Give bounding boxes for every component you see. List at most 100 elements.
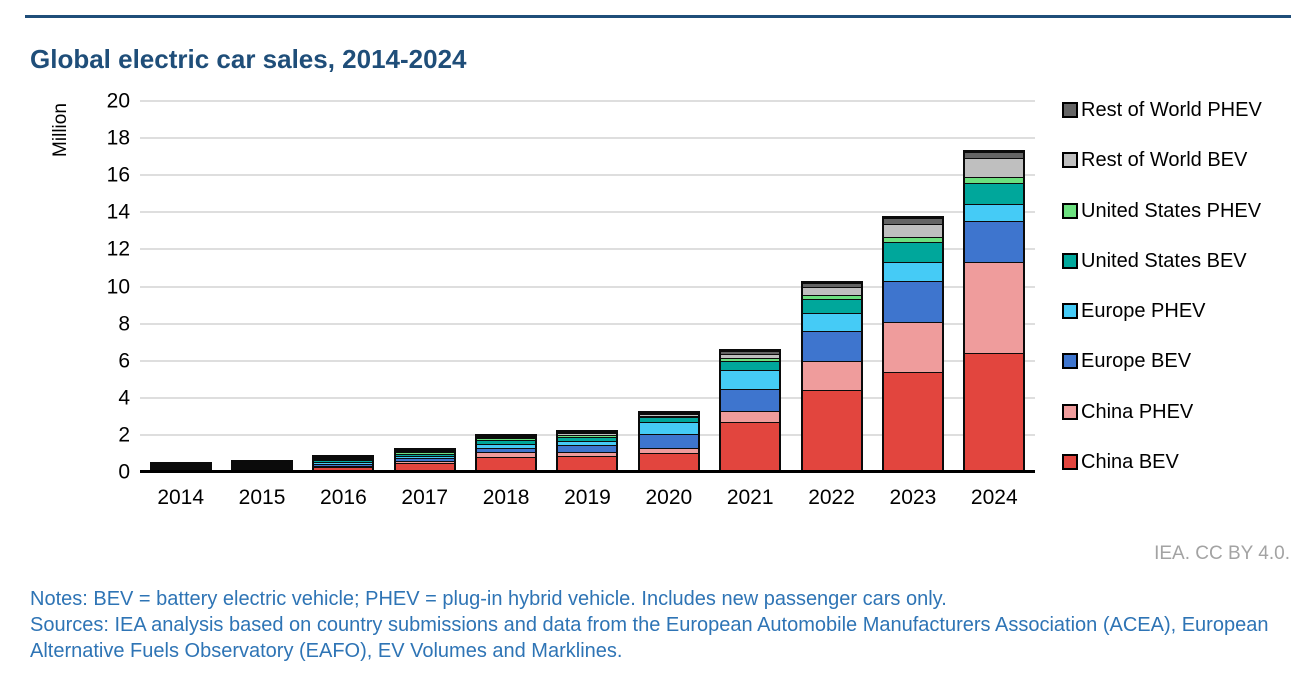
bar-segment-2022-china-phev	[802, 361, 861, 390]
x-tick-2018: 2018	[482, 486, 530, 509]
bar-segment-2021-china-phev	[721, 411, 780, 422]
bar-segment-2023-china-phev	[883, 322, 942, 372]
bar-segment-2022-rest-of-world-phev	[802, 283, 861, 287]
bar-segment-2020-rest-of-world-phev	[639, 413, 698, 414]
bars-row	[140, 101, 1035, 472]
bar-segment-2022-rest-of-world-bev	[802, 287, 861, 295]
bar-2022	[800, 281, 863, 472]
notes-line: Notes: BEV = battery electric vehicle; P…	[30, 588, 947, 610]
legend-label: Europe PHEV	[1081, 300, 1206, 323]
bar-segment-2023-china-bev	[883, 372, 942, 472]
bar-segment-2018-europe-bev	[477, 448, 536, 452]
legend-label: China BEV	[1081, 450, 1179, 473]
legend-swatch-icon	[1062, 353, 1078, 370]
bar-segment-2015-rest-of-world-bev	[233, 463, 292, 464]
bar-slot-2021	[710, 101, 791, 472]
bar-segment-2014-united-states-phev	[151, 466, 210, 467]
bar-segment-2019-china-phev	[558, 452, 617, 456]
bar-segment-2014-rest-of-world-phev	[151, 464, 210, 465]
bar-2019	[556, 430, 619, 472]
y-axis-ticks: 0 2 4 6 8 10 12 14 16 18 20	[85, 91, 130, 483]
bar-segment-2017-rest-of-world-phev	[395, 450, 454, 451]
x-axis-line	[140, 470, 1035, 473]
bar-segment-2015-rest-of-world-phev	[233, 462, 292, 463]
bar-segment-2018-rest-of-world-phev	[477, 436, 536, 437]
bar-segment-2016-china-phev	[314, 466, 373, 467]
legend-swatch-icon	[1062, 202, 1078, 219]
bar-segment-2020-united-states-phev	[639, 416, 698, 417]
bar-segment-2015-europe-phev	[233, 466, 292, 467]
bar-segment-2024-rest-of-world-phev	[965, 152, 1024, 158]
bar-slot-2015	[221, 101, 302, 472]
bar-segment-2024-united-states-bev	[965, 183, 1024, 204]
bar-segment-2023-rest-of-world-bev	[883, 224, 942, 237]
bar-segment-2022-united-states-phev	[802, 295, 861, 299]
legend-item-china-phev: China PHEV	[1062, 402, 1307, 422]
y-tick-6: 6	[118, 349, 130, 373]
y-tick-4: 4	[118, 386, 130, 410]
legend-label: Rest of World PHEV	[1081, 99, 1262, 121]
legend-item-rest-of-world-bev: Rest of World BEV	[1062, 150, 1307, 170]
license-attribution: IEA. CC BY 4.0.	[1154, 543, 1290, 564]
bar-slot-2017	[384, 101, 465, 472]
bar-segment-2019-rest-of-world-phev	[558, 432, 617, 433]
bar-segment-2021-rest-of-world-phev	[721, 351, 780, 354]
x-tick-2023: 2023	[889, 486, 937, 509]
bar-segment-2018-china-phev	[477, 452, 536, 457]
bar-2023	[881, 216, 944, 472]
bar-segment-2017-europe-phev	[395, 456, 454, 458]
bar-segment-2017-china-bev	[395, 463, 454, 472]
gridline-18	[140, 137, 1035, 140]
gridline-14	[140, 211, 1035, 214]
bar-segment-2020-china-phev	[639, 448, 698, 453]
gridline-8	[140, 322, 1035, 325]
gridline-20	[140, 100, 1035, 102]
bar-segment-2015-united-states-phev	[233, 464, 292, 465]
bar-slot-2023	[872, 101, 953, 472]
bar-segment-2016-united-states-bev	[314, 460, 373, 462]
bar-segment-2015-united-states-bev	[233, 465, 292, 466]
bar-segment-2023-united-states-phev	[883, 237, 942, 242]
bar-segment-2019-united-states-phev	[558, 435, 617, 437]
gridline-4	[140, 396, 1035, 399]
bar-segment-2021-united-states-bev	[721, 361, 780, 370]
legend-item-united-states-phev: United States PHEV	[1062, 201, 1307, 221]
footnotes: Notes: BEV = battery electric vehicle; P…	[30, 586, 1282, 664]
bar-2016	[312, 455, 375, 472]
bar-segment-2014-europe-bev	[151, 469, 210, 470]
bar-segment-2014-united-states-bev	[151, 467, 210, 468]
bar-segment-2017-europe-bev	[395, 458, 454, 461]
bar-segment-2024-rest-of-world-bev	[965, 158, 1024, 177]
bar-slot-2020	[628, 101, 709, 472]
y-tick-0: 0	[118, 460, 130, 484]
bar-segment-2017-united-states-bev	[395, 454, 454, 456]
bar-segment-2024-europe-bev	[965, 221, 1024, 262]
bar-segment-2022-china-bev	[802, 390, 861, 472]
bar-segment-2021-rest-of-world-bev	[721, 354, 780, 358]
x-axis-labels: 2014 2015 2016 2017 2018 2019 2020 2021 2022 2023…	[140, 486, 1035, 510]
y-tick-2: 2	[118, 423, 130, 447]
bar-slot-2018	[465, 101, 546, 472]
bar-segment-2016-united-states-phev	[314, 459, 373, 460]
legend-item-europe-phev: Europe PHEV	[1062, 301, 1307, 321]
bar-segment-2018-china-bev	[477, 457, 536, 472]
x-tick-2021: 2021	[726, 486, 774, 509]
legend-swatch-icon	[1062, 403, 1078, 420]
bar-segment-2021-china-bev	[721, 422, 780, 472]
bar-segment-2017-china-phev	[395, 461, 454, 463]
y-axis-label: Million	[50, 103, 71, 157]
bar-segment-2017-united-states-phev	[395, 452, 454, 454]
bar-segment-2016-rest-of-world-bev	[314, 458, 373, 459]
gridline-16	[140, 174, 1035, 177]
bar-segment-2020-rest-of-world-bev	[639, 414, 698, 416]
y-tick-12: 12	[106, 237, 130, 261]
bar-segment-2018-united-states-phev	[477, 438, 536, 440]
bar-segment-2016-europe-bev	[314, 464, 373, 466]
legend-label: Europe BEV	[1081, 350, 1192, 373]
y-tick-14: 14	[106, 200, 130, 224]
x-tick-2014: 2014	[157, 486, 205, 509]
gridline-6	[140, 359, 1035, 362]
bar-2020	[637, 411, 700, 472]
legend-label: United States BEV	[1081, 249, 1247, 272]
bar-segment-2024-china-phev	[965, 262, 1024, 353]
